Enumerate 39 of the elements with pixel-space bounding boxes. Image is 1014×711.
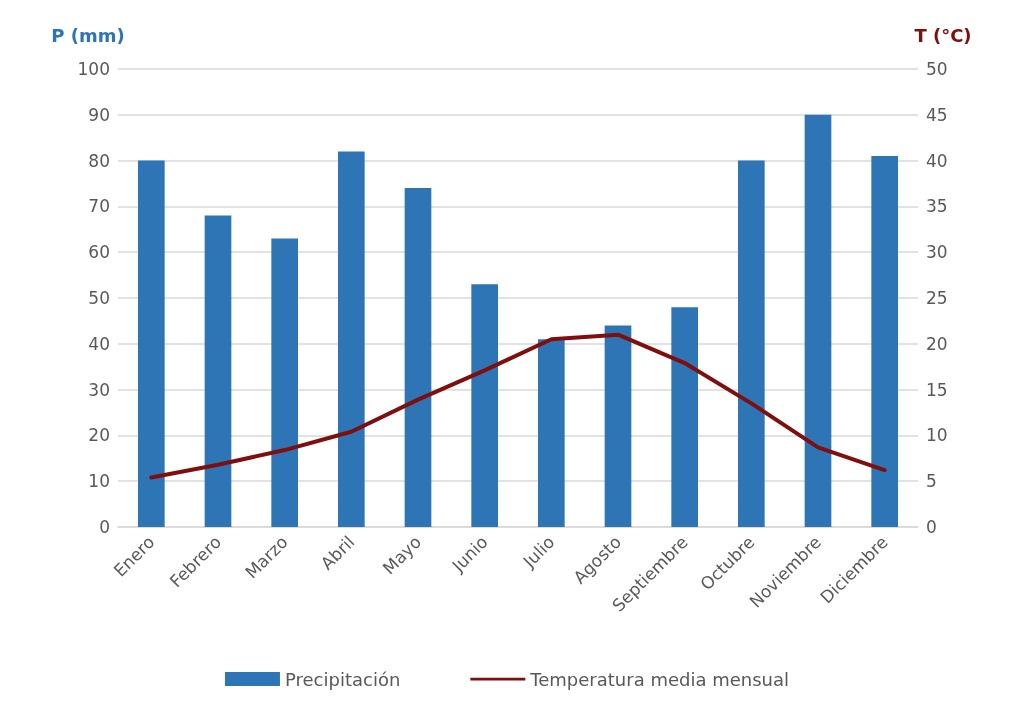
y-tick-label: 40 [88,333,110,354]
bar [471,284,498,527]
y-tick-label: 20 [88,425,110,446]
y2-tick-label: 5 [926,471,937,492]
bar [204,215,232,527]
y-tick-label: 100 [77,59,110,79]
y2-tick-label: 10 [926,425,948,446]
y2-tick-label: 20 [926,333,948,354]
line-series [149,332,887,480]
y2-tick-label: 30 [926,242,948,263]
bar [538,339,565,527]
bar [671,307,698,527]
y2-tick-label: 35 [926,196,948,217]
y-tick-label: 80 [88,150,110,171]
y2-axis-title: T (°C) [914,24,972,46]
y-tick-label: 30 [88,379,110,400]
y-tick-label: 50 [88,288,110,308]
bar [871,156,898,527]
y-tick-label: 90 [88,104,110,125]
y-tick-label: 60 [88,242,110,263]
y2-tick-label: 40 [926,150,948,171]
y-tick-label: 70 [88,196,110,217]
y2-tick-label: 0 [926,517,937,537]
bar [804,114,832,527]
bar [404,188,432,527]
bar [138,160,165,527]
y-tick-label: 10 [88,471,110,492]
y2-tick-label: 25 [926,288,948,308]
y2-tick-label: 45 [926,104,948,125]
bar [338,151,365,527]
y2-tick-label: 15 [926,379,948,400]
bar [271,238,298,527]
y2-tick-label: 50 [926,59,948,79]
legend-label: Temperatura media mensual [529,668,790,690]
legend-label: Precipitación [284,668,401,690]
y-axis-title: P (mm) [51,24,125,46]
bar [738,160,765,527]
y-tick-label: 0 [99,517,110,537]
bar [604,325,632,527]
